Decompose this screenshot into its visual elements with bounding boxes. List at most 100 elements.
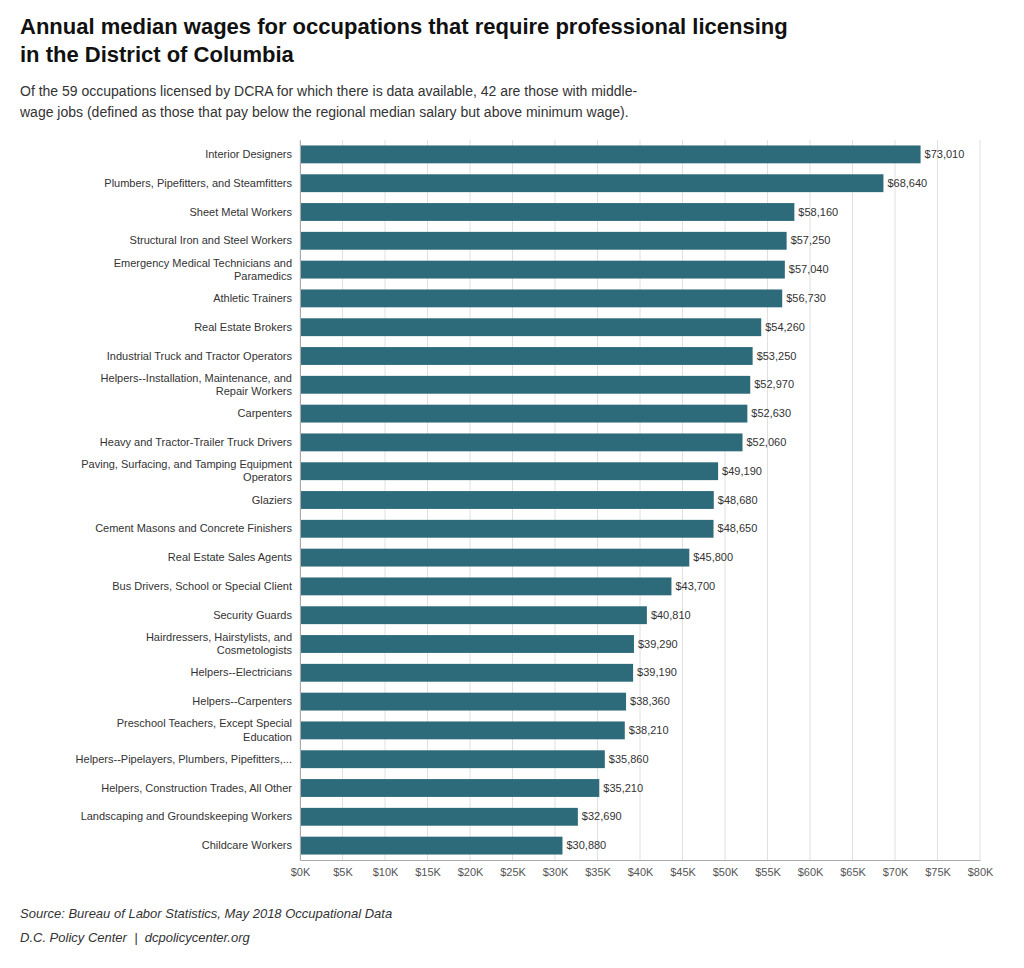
title: Annual median wages for occupations that…: [20, 14, 788, 67]
x-tick: $20K: [458, 860, 484, 878]
text-line: Real Estate Sales Agents: [168, 551, 293, 563]
x-tick: $25K: [500, 860, 526, 878]
y-tick: Childcare Workers: [202, 839, 300, 851]
text-line: Glaziers: [252, 494, 293, 506]
data-label: $38,360: [630, 695, 670, 707]
tick-label: $25K: [500, 866, 526, 878]
tick-label: Interior Designers: [205, 148, 292, 160]
y-tick: Helpers, Construction Trades, All Other: [101, 782, 300, 794]
tick-label: $10K: [373, 866, 399, 878]
y-tick: Bus Drivers, School or Special Client: [112, 580, 300, 592]
x-axis-line: [301, 860, 981, 861]
tick-label: Preschool Teachers, Except SpecialEducat…: [117, 717, 292, 742]
y-tick: Glaziers: [252, 494, 300, 506]
bar: [300, 405, 747, 423]
bar: [300, 289, 782, 307]
y-tick: Helpers--Carpenters: [192, 695, 300, 707]
x-tick: $75K: [925, 860, 951, 878]
bar: [300, 635, 634, 653]
bar: [300, 606, 647, 624]
tick-label: $5K: [333, 866, 353, 878]
tick-label: $20K: [458, 866, 484, 878]
data-label: $49,190: [722, 465, 762, 477]
text-line: Helpers--Installation, Maintenance, and: [101, 372, 292, 384]
x-tick: $65K: [840, 860, 866, 878]
text-line: Cement Masons and Concrete Finishers: [95, 522, 292, 534]
x-tick: $30K: [543, 860, 569, 878]
tick-label: Helpers--Installation, Maintenance, andR…: [101, 372, 293, 397]
data-label: $52,970: [754, 378, 794, 390]
text-line: Helpers--Electricians: [191, 666, 293, 678]
data-label: $48,680: [718, 494, 758, 506]
tick-label: $55K: [755, 866, 781, 878]
y-tick: Sheet Metal Workers: [189, 206, 300, 218]
x-tick: $40K: [628, 860, 654, 878]
data-label: $35,860: [609, 753, 649, 765]
x-tick: $55K: [755, 860, 781, 878]
y-tick: Preschool Teachers, Except SpecialEducat…: [117, 717, 300, 742]
text-line: Paramedics: [234, 270, 293, 282]
x-tick: $15K: [415, 860, 441, 878]
x-axis: $0K$5K$10K$15K$20K$25K$30K$35K$40K$45K$5…: [291, 860, 994, 878]
text-line: Cosmetologists: [217, 644, 293, 656]
grid-line: [937, 140, 938, 860]
x-tick: $5K: [333, 860, 353, 878]
annotation: D.C. Policy Center | dcpolicycenter.org: [20, 930, 251, 945]
grid-line: [852, 140, 853, 860]
text-line: Paving, Surfacing, and Tamping Equipment: [81, 458, 292, 470]
text-line: Operators: [243, 471, 292, 483]
bar: [300, 750, 605, 768]
text-line: Plumbers, Pipefitters, and Steamfitters: [104, 177, 292, 189]
bar: [300, 693, 626, 711]
text-line: Bus Drivers, School or Special Client: [112, 580, 292, 592]
tick-label: $45K: [670, 866, 696, 878]
bar: [300, 721, 625, 739]
y-tick: Landscaping and Groundskeeping Workers: [81, 810, 300, 822]
data-label: $39,290: [638, 638, 678, 650]
grid-line: [895, 140, 896, 860]
bar: [300, 491, 714, 509]
data-labels: $73,010$68,640$58,160$57,250$57,040$56,7…: [566, 148, 964, 851]
bar: [300, 808, 578, 826]
y-axis-line: [300, 141, 301, 861]
tick-label: $65K: [840, 866, 866, 878]
tick-label: Carpenters: [238, 407, 293, 419]
data-label: $54,260: [765, 321, 805, 333]
text-line: Industrial Truck and Tractor Operators: [107, 350, 293, 362]
y-tick: Cement Masons and Concrete Finishers: [95, 522, 300, 534]
grid: [300, 140, 980, 860]
tick-label: Bus Drivers, School or Special Client: [112, 580, 292, 592]
tick-label: Security Guards: [213, 609, 292, 621]
bar: [300, 462, 718, 480]
text-line: Structural Iron and Steel Workers: [130, 234, 293, 246]
text-line: in the District of Columbia: [20, 42, 295, 67]
tick-label: $50K: [713, 866, 739, 878]
text-line: Security Guards: [213, 609, 292, 621]
x-tick: $60K: [798, 860, 824, 878]
data-label: $52,060: [747, 436, 787, 448]
data-label: $52,630: [751, 407, 791, 419]
bar: [300, 520, 714, 538]
tick-label: Real Estate Brokers: [194, 321, 292, 333]
tick-label: Hairdressers, Hairstylists, andCosmetolo…: [146, 631, 293, 656]
text-line: Carpenters: [238, 407, 293, 419]
tick-label: $40K: [628, 866, 654, 878]
data-label: $40,810: [651, 609, 691, 621]
text-line: Helpers, Construction Trades, All Other: [101, 782, 292, 794]
x-tick: $35K: [585, 860, 611, 878]
bar: [300, 347, 753, 365]
x-tick: $45K: [670, 860, 696, 878]
data-label: $38,210: [629, 724, 669, 736]
bar: [300, 549, 689, 567]
tick-label: Real Estate Sales Agents: [168, 551, 293, 563]
grid-line: [810, 140, 811, 860]
tick-label: Cement Masons and Concrete Finishers: [95, 522, 292, 534]
text-line: Helpers--Carpenters: [192, 695, 292, 707]
annotation: Source: Bureau of Labor Statistics, May …: [20, 906, 392, 921]
tick-label: Emergency Medical Technicians andParamed…: [114, 257, 293, 282]
data-label: $58,160: [798, 206, 838, 218]
data-label: $48,650: [718, 522, 758, 534]
tick-label: Glaziers: [252, 494, 293, 506]
tick-label: Childcare Workers: [202, 839, 293, 851]
text-line: Hairdressers, Hairstylists, and: [146, 631, 292, 643]
